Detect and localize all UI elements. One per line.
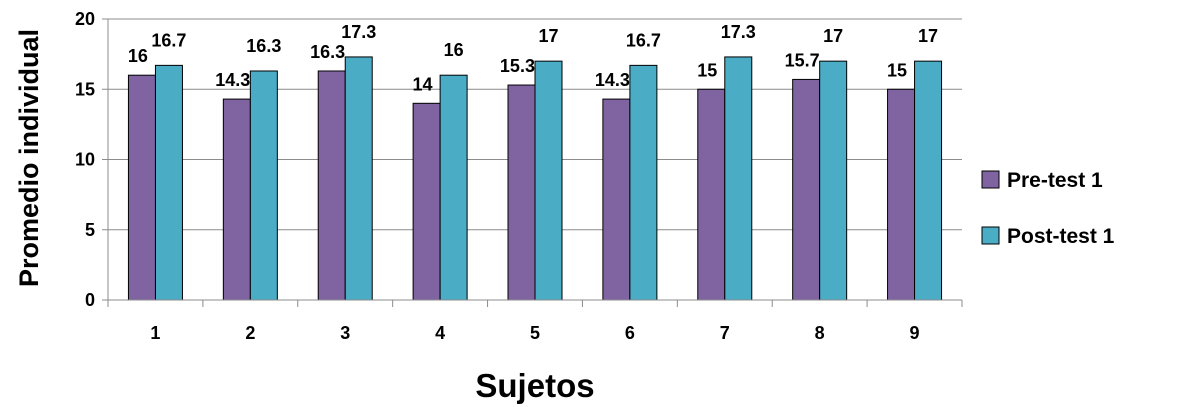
data-label: 16.3 [310, 42, 345, 62]
y-tick-label: 20 [75, 9, 95, 29]
bar-post-test [724, 56, 753, 301]
x-tick-label: 7 [720, 323, 730, 343]
data-label: 17.3 [341, 22, 376, 42]
x-tick-label: 4 [435, 323, 445, 343]
data-label: 15 [697, 60, 717, 80]
data-label: 14 [413, 74, 433, 94]
bar-pre-test [792, 78, 821, 301]
data-label: 16.7 [626, 30, 661, 50]
bar-post-test [629, 64, 658, 301]
x-tick-label: 2 [245, 323, 255, 343]
y-tick-label: 0 [85, 290, 95, 310]
data-label: 14.3 [595, 70, 630, 90]
bar-pre-test [602, 98, 631, 301]
bar-pre-test [127, 74, 156, 301]
x-tick-label: 5 [530, 323, 540, 343]
bar-pre-test [697, 88, 726, 301]
x-axis-title: Sujetos [475, 367, 594, 404]
data-label: 15.3 [500, 56, 535, 76]
bar-pre-test [222, 98, 251, 301]
legend-label: Post-test 1 [1007, 225, 1115, 248]
x-tick-label: 6 [625, 323, 635, 343]
y-tick-label: 5 [85, 220, 95, 240]
y-tick-label: 15 [75, 79, 95, 99]
legend-label: Pre-test 1 [1007, 169, 1103, 192]
y-tick-label: 10 [75, 150, 95, 170]
legend-swatch [981, 226, 1000, 245]
bar-pre-test [412, 102, 441, 301]
data-label: 15.7 [785, 50, 820, 70]
data-label: 15 [887, 60, 907, 80]
data-label: 17.3 [721, 22, 756, 42]
data-label: 16 [128, 46, 148, 66]
bar-pre-test [887, 88, 916, 301]
bar-post-test [344, 56, 373, 301]
bar-post-test [819, 60, 848, 301]
data-label: 14.3 [215, 70, 250, 90]
legend-swatch [981, 170, 1000, 189]
bar-post-test [249, 70, 278, 301]
bar-post-test [914, 60, 943, 301]
data-label: 16 [444, 40, 464, 60]
data-label: 17 [823, 26, 843, 46]
bar-post-test [154, 64, 183, 301]
x-tick-label: 1 [150, 323, 160, 343]
data-label: 17 [538, 26, 558, 46]
x-tick-label: 3 [340, 323, 350, 343]
bar-pre-test [507, 84, 536, 301]
data-label: 16.7 [151, 30, 186, 50]
legend: Pre-test 1 Post-test 1 [981, 169, 1115, 248]
data-label: 17 [918, 26, 938, 46]
y-axis-title: Promedio individual [14, 29, 44, 287]
x-tick-label: 9 [910, 323, 920, 343]
axes: 0 5 10 15 20 1 2 3 4 5 6 7 8 9 [75, 9, 963, 343]
bar-pre-test [317, 70, 346, 301]
data-label: 16.3 [246, 36, 281, 56]
bar-post-test [439, 74, 468, 301]
bars [127, 56, 943, 301]
bar-post-test [534, 60, 563, 301]
x-tick-label: 8 [815, 323, 825, 343]
